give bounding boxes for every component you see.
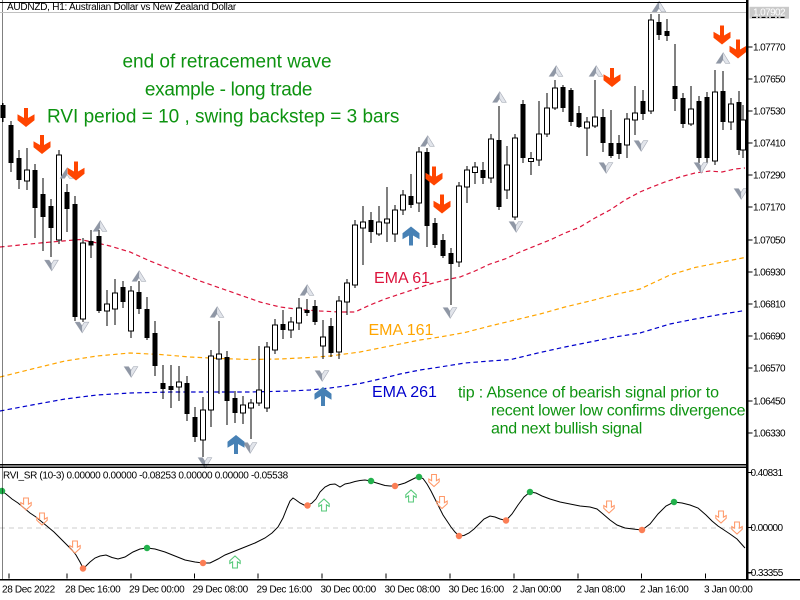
svg-text:1.06450: 1.06450 (753, 397, 786, 408)
svg-text:28 Dec 2022: 28 Dec 2022 (2, 585, 56, 596)
svg-text:30 Dec 16:00: 30 Dec 16:00 (449, 585, 505, 596)
svg-text:1.06330: 1.06330 (753, 429, 786, 440)
svg-text:1.07530: 1.07530 (753, 107, 786, 118)
svg-text:RVI_SR (10-3) 0.00000 0.00000: RVI_SR (10-3) 0.00000 0.00000 -0.08253 0… (3, 471, 289, 482)
svg-text:1.07770: 1.07770 (753, 43, 786, 54)
svg-text:1.06930: 1.06930 (753, 268, 786, 279)
svg-text:3 Jan 00:00: 3 Jan 00:00 (704, 585, 753, 596)
svg-text:1.07650: 1.07650 (753, 75, 786, 86)
svg-text:2 Jan 00:00: 2 Jan 00:00 (513, 585, 562, 596)
svg-text:29 Dec 16:00: 29 Dec 16:00 (257, 585, 313, 596)
svg-text:EMA 261: EMA 261 (372, 384, 437, 401)
svg-text:2 Jan 16:00: 2 Jan 16:00 (640, 585, 689, 596)
svg-text:RVI period = 10 , swing backst: RVI period = 10 , swing backstep = 3 bar… (47, 107, 399, 128)
svg-text:30 Dec 08:00: 30 Dec 08:00 (385, 585, 441, 596)
svg-text:-0.33355: -0.33355 (748, 568, 784, 579)
svg-text:and next bullish signal: and next bullish signal (491, 421, 642, 438)
svg-text:28 Dec 16:00: 28 Dec 16:00 (65, 585, 121, 596)
svg-text:1.06570: 1.06570 (753, 364, 786, 375)
svg-text:EMA 161: EMA 161 (369, 322, 434, 339)
svg-text:AUDNZD, H1: Australian Dollar: AUDNZD, H1: Australian Dollar vs New Zea… (7, 2, 237, 13)
svg-text:29 Dec 00:00: 29 Dec 00:00 (129, 585, 185, 596)
svg-text:1.07050: 1.07050 (753, 236, 786, 247)
svg-text:1.07410: 1.07410 (753, 139, 786, 150)
svg-text:1.07902: 1.07902 (753, 7, 786, 18)
svg-text:0.00000: 0.00000 (751, 523, 784, 534)
svg-text:0.40831: 0.40831 (751, 468, 784, 479)
svg-text:1.06810: 1.06810 (753, 300, 786, 311)
svg-text:recent lower low confirms dive: recent lower low confirms divergence (491, 403, 746, 420)
svg-text:1.06690: 1.06690 (753, 332, 786, 343)
svg-text:30 Dec 00:00: 30 Dec 00:00 (321, 585, 377, 596)
svg-text:end of retracement wave: end of retracement wave (122, 52, 331, 73)
svg-text:1.07290: 1.07290 (753, 171, 786, 182)
svg-text:29 Dec 08:00: 29 Dec 08:00 (193, 585, 249, 596)
svg-text:1.07170: 1.07170 (753, 203, 786, 214)
svg-text:example - long trade: example - long trade (145, 80, 312, 101)
svg-text:EMA 61: EMA 61 (374, 270, 430, 287)
svg-text:tip : Absence of bearish signa: tip : Absence of bearish signal prior to (458, 385, 719, 402)
svg-text:2 Jan 08:00: 2 Jan 08:00 (577, 585, 626, 596)
